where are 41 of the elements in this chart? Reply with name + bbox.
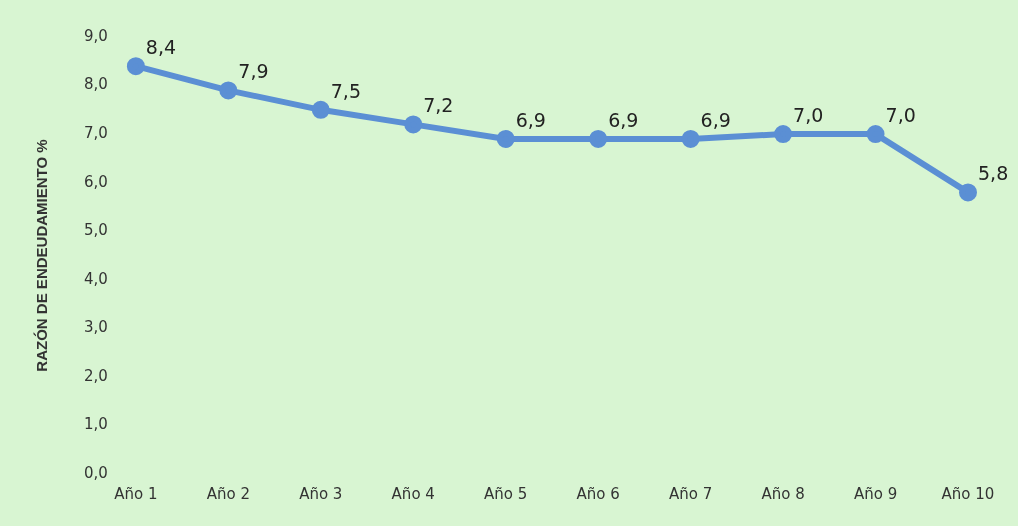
- y-tick-label: 0,0: [84, 463, 108, 482]
- x-tick-label: Año 1: [114, 484, 158, 503]
- y-tick-label: 3,0: [84, 318, 108, 337]
- point: [496, 129, 515, 148]
- y-tick-label: 8,0: [84, 75, 108, 94]
- x-tick-label: Año 3: [299, 484, 343, 503]
- point: [311, 100, 330, 119]
- data-label: 7,2: [423, 94, 454, 117]
- y-tick-label: 9,0: [84, 26, 108, 45]
- x-tick-label: Año 8: [761, 484, 805, 503]
- data-label: 7,0: [793, 104, 824, 127]
- y-tick-label: 4,0: [84, 269, 108, 288]
- point: [959, 183, 977, 202]
- x-tick-label: Año 4: [391, 484, 435, 503]
- data-label: 5,8: [978, 162, 1009, 185]
- y-tick-label: 6,0: [84, 172, 108, 191]
- data-label: 7,0: [885, 104, 916, 127]
- x-tick-label: Año 5: [484, 484, 528, 503]
- data-label: 6,9: [608, 108, 639, 131]
- data-label: 7,9: [238, 60, 269, 83]
- point: [774, 125, 793, 144]
- point: [866, 125, 885, 144]
- x-tick-label: Año 7: [668, 484, 713, 503]
- y-tick-label: 7,0: [84, 124, 108, 142]
- x-tick-label: Año 6: [576, 484, 620, 503]
- x-tick-label: Año 2: [206, 484, 250, 503]
- x-tick-label: Año 10: [941, 484, 995, 503]
- y-tick-label: 1,0: [84, 415, 108, 434]
- y-tick-label: 5,0: [84, 221, 108, 240]
- point: [589, 129, 608, 148]
- point: [681, 129, 700, 148]
- data-label: 6,9: [700, 108, 731, 131]
- y-tick-label: 2,0: [84, 366, 108, 385]
- point: [126, 57, 145, 76]
- point: [219, 81, 238, 100]
- y-axis-title: RAZÓN DE ENDEUDAMIENTO %: [33, 139, 51, 372]
- data-label: 6,9: [515, 108, 546, 131]
- data-label: 8,4: [145, 36, 177, 59]
- x-tick-label: Año 9: [853, 484, 898, 503]
- data-label: 7,5: [330, 79, 361, 102]
- point: [404, 115, 423, 134]
